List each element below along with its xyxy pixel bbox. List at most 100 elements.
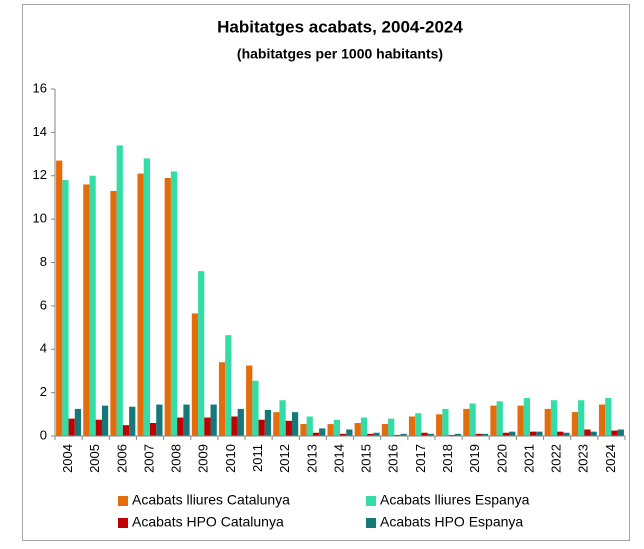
bar [164,177,171,436]
legend-label: Acabats HPO Espanya [380,514,523,530]
x-tick-label: 2013 [304,444,319,473]
legend-swatch [118,518,128,528]
bar [517,405,524,436]
bar [454,433,462,436]
bar [436,414,443,436]
bar [231,416,238,436]
y-tick-label: 6 [40,297,47,312]
x-tick-label: 2008 [169,444,184,473]
y-tick-label: 14 [33,124,47,139]
bar [421,432,428,436]
bar [563,432,570,436]
bar [83,184,90,436]
bar [544,408,551,436]
bar [571,412,579,436]
y-tick-label: 4 [40,341,47,356]
bar [367,433,374,436]
x-tick-label: 2007 [141,444,156,473]
y-tick-label: 2 [40,384,47,399]
bar [273,412,280,436]
bar [300,424,307,436]
bar [204,417,211,436]
legend-label: Acabats lliures Espanya [380,492,530,508]
chart-title: Habitatges acabats, 2004-2024 [217,17,463,36]
x-tick-label: 2021 [521,444,536,473]
bar [218,362,226,436]
bar [617,429,624,436]
x-tick-label: 2020 [494,444,509,473]
y-tick-label: 0 [40,427,47,442]
bar [191,313,199,436]
bar [502,432,510,436]
x-tick-label: 2024 [603,444,618,473]
bar [327,424,334,436]
bar [170,171,178,436]
bar [291,412,299,436]
y-tick-label: 16 [33,80,47,95]
bar [496,401,503,436]
bar [611,430,618,436]
bar [590,431,597,436]
x-tick-label: 2019 [467,444,482,473]
bar [530,431,537,436]
x-tick-label: 2012 [277,444,292,473]
bar [62,180,69,436]
bar [442,408,449,436]
bar [360,417,368,436]
bar [388,418,395,436]
bar [340,433,347,436]
y-tick-label: 10 [33,211,47,226]
bar [550,400,558,436]
bar [246,365,253,436]
x-tick-label: 2017 [413,444,428,473]
bar [333,419,340,436]
bar [306,416,313,436]
bar [116,145,123,436]
legend-swatch [118,496,128,506]
bar [605,398,612,436]
x-tick-label: 2023 [576,444,591,473]
bar [312,432,320,436]
x-tick-label: 2011 [250,444,265,472]
bar [285,420,292,436]
x-tick-label: 2009 [196,444,211,473]
bar [258,419,265,436]
bar [469,403,476,436]
bar [481,433,489,436]
bar [415,413,422,436]
bar [156,404,163,436]
bar [56,160,63,436]
x-tick-label: 2022 [549,444,564,473]
legend-label: Acabats lliures Catalunya [132,492,290,508]
bar [490,405,497,436]
bar [509,431,516,436]
bar [408,416,416,436]
bar [598,404,606,436]
bar [129,406,136,436]
bar [264,409,272,436]
y-tick-label: 8 [40,254,47,269]
bar [143,158,150,436]
bar [198,271,205,436]
x-tick-label: 2014 [331,444,346,473]
chart-border [22,4,630,541]
legend-swatch [366,518,376,528]
bar [225,335,232,436]
x-tick-label: 2010 [223,444,238,473]
bar [101,405,109,436]
x-tick-label: 2004 [60,444,75,473]
bar [210,404,217,436]
bar [177,417,184,436]
bar [427,433,434,436]
bar [68,418,75,436]
bar [89,175,96,436]
x-tick-label: 2015 [359,444,374,473]
bar [400,433,407,436]
bar [394,434,401,436]
bar [252,380,259,436]
bar [557,431,564,436]
bar [137,173,144,437]
bar [523,398,530,436]
bar [381,424,389,436]
